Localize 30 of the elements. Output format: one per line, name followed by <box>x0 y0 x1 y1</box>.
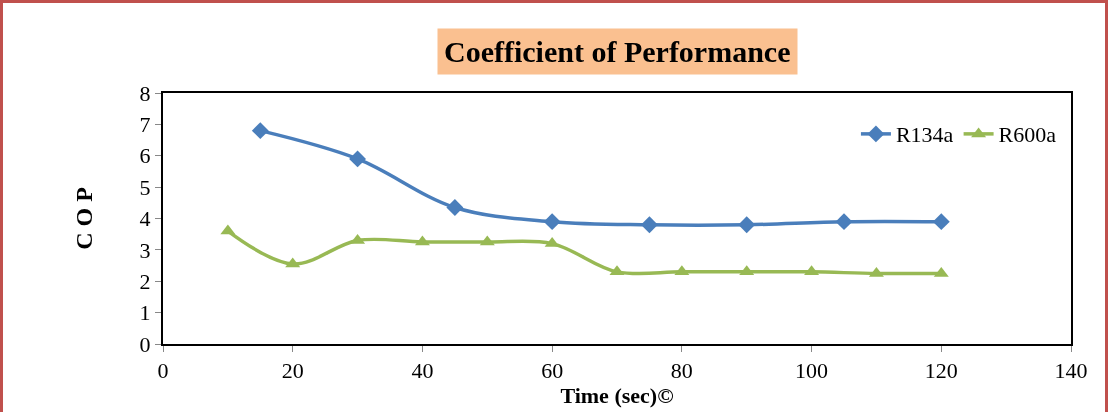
x-tick-label: 120 <box>924 358 958 384</box>
y-tick-label: 4 <box>139 206 151 232</box>
y-tick-label: 2 <box>139 268 151 294</box>
y-axis-title: C O P <box>71 187 98 250</box>
point <box>446 199 464 216</box>
y-tick-label: 6 <box>139 143 151 169</box>
x-axis-title: Time (sec)© <box>560 383 674 409</box>
y-tick-label: 3 <box>139 237 151 263</box>
x-tick-label: 80 <box>670 358 693 384</box>
y-tick-label: 1 <box>139 300 151 326</box>
x-tick-label: 60 <box>541 358 564 384</box>
point <box>251 122 269 140</box>
point <box>932 213 950 231</box>
legend-label: R600a <box>998 122 1057 148</box>
x-tick-label: 0 <box>157 358 169 384</box>
point <box>738 216 756 234</box>
x-tick-label: 140 <box>1054 358 1088 384</box>
y-tick-label: 0 <box>139 331 151 357</box>
point <box>835 213 853 231</box>
point <box>543 213 561 231</box>
point <box>349 150 367 168</box>
legend-label: R134a <box>895 122 954 148</box>
point <box>640 216 658 234</box>
y-tick-label: 7 <box>139 112 151 138</box>
y-tick-label: 5 <box>139 174 151 200</box>
x-tick-label: 20 <box>281 358 304 384</box>
x-tick-label: 100 <box>795 358 829 384</box>
x-tick-label: 40 <box>411 358 434 384</box>
chart-title: Coefficient of Performance <box>444 35 791 68</box>
y-tick-label: 8 <box>139 80 151 106</box>
